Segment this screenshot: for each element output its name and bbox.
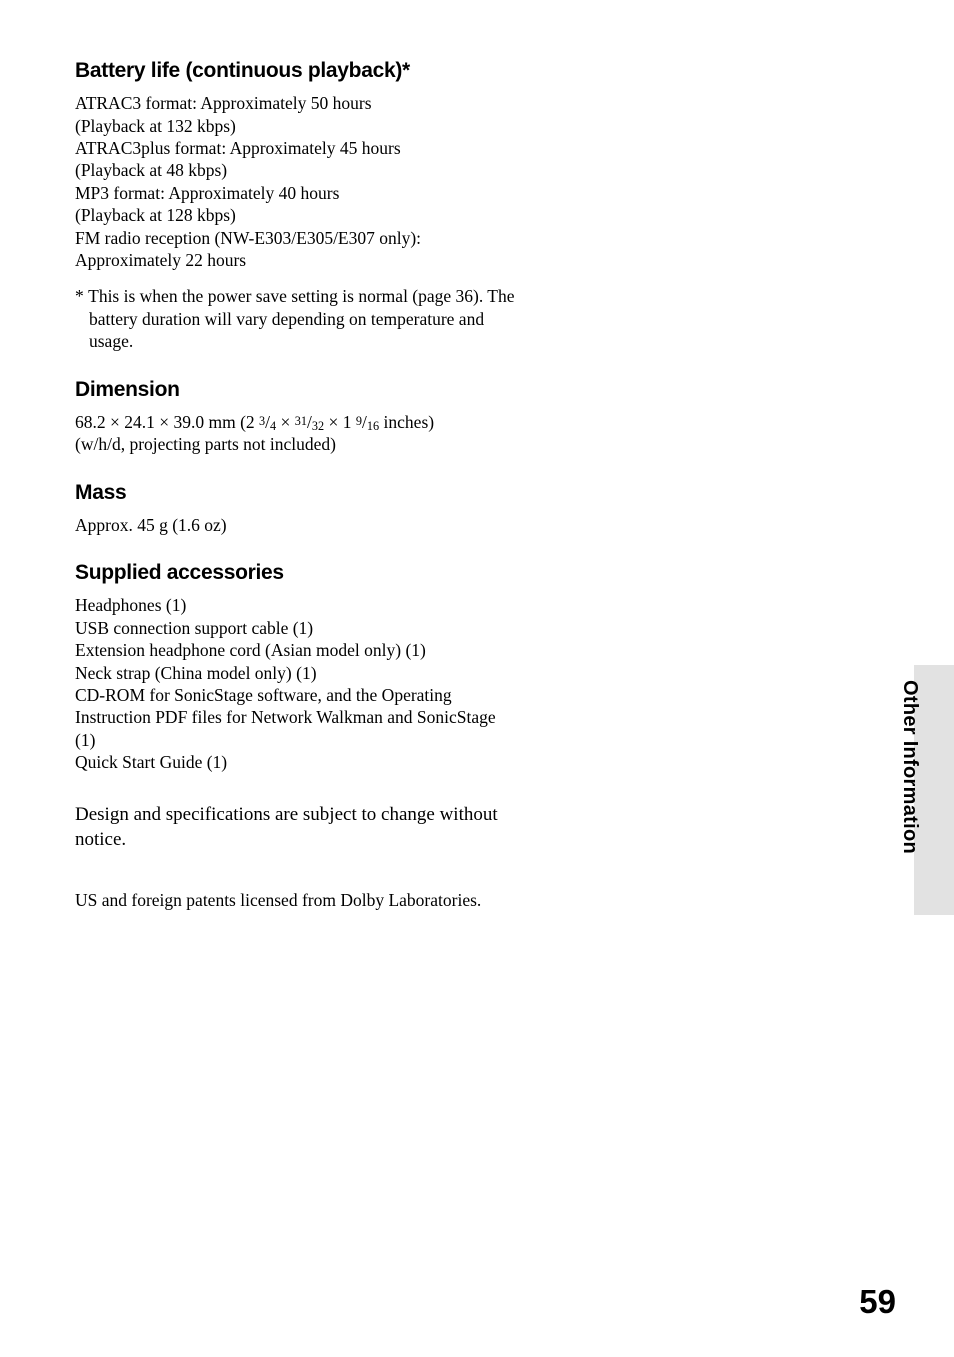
dimension-heading: Dimension xyxy=(75,377,520,403)
accessory-line-4: CD-ROM for SonicStage software, and the … xyxy=(75,684,520,751)
accessory-line-5: Quick Start Guide (1) xyxy=(75,751,520,773)
battery-line-2: ATRAC3plus format: Approximately 45 hour… xyxy=(75,137,520,159)
accessories-heading: Supplied accessories xyxy=(75,560,520,586)
battery-line-3: (Playback at 48 kbps) xyxy=(75,159,520,181)
accessory-line-0: Headphones (1) xyxy=(75,594,520,616)
battery-life-section: Battery life (continuous playback)* ATRA… xyxy=(75,58,520,353)
dimension-value: 68.2 × 24.1 × 39.0 mm (2 3/4 × 31/32 × 1… xyxy=(75,411,520,433)
battery-line-1: (Playback at 132 kbps) xyxy=(75,115,520,137)
battery-footnote: * This is when the power save setting is… xyxy=(75,285,520,352)
accessory-line-1: USB connection support cable (1) xyxy=(75,617,520,639)
battery-heading: Battery life (continuous playback)* xyxy=(75,58,520,84)
mass-value: Approx. 45 g (1.6 oz) xyxy=(75,514,520,536)
dimension-note: (w/h/d, projecting parts not included) xyxy=(75,433,520,455)
page-number: 59 xyxy=(859,1283,896,1321)
design-change-note: Design and specifications are subject to… xyxy=(75,802,520,853)
dimension-section: Dimension 68.2 × 24.1 × 39.0 mm (2 3/4 ×… xyxy=(75,377,520,456)
battery-line-0: ATRAC3 format: Approximately 50 hours xyxy=(75,92,520,114)
side-section-label: Other Information xyxy=(898,680,921,854)
battery-line-6: FM radio reception (NW-E303/E305/E307 on… xyxy=(75,227,520,249)
battery-line-4: MP3 format: Approximately 40 hours xyxy=(75,182,520,204)
accessories-section: Supplied accessories Headphones (1) USB … xyxy=(75,560,520,773)
battery-line-7: Approximately 22 hours xyxy=(75,249,520,271)
patent-note: US and foreign patents licensed from Dol… xyxy=(75,889,520,911)
accessory-line-3: Neck strap (China model only) (1) xyxy=(75,662,520,684)
mass-section: Mass Approx. 45 g (1.6 oz) xyxy=(75,480,520,537)
accessory-line-2: Extension headphone cord (Asian model on… xyxy=(75,639,520,661)
mass-heading: Mass xyxy=(75,480,520,506)
battery-line-5: (Playback at 128 kbps) xyxy=(75,204,520,226)
